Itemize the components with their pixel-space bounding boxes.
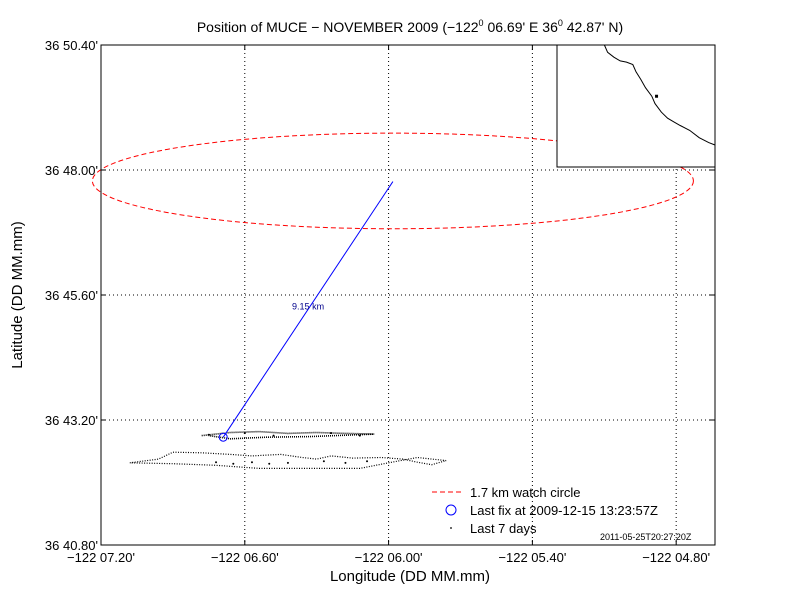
track-layer: [129, 430, 447, 469]
track-point: [243, 432, 246, 435]
watch-circle-layer: [91, 132, 694, 230]
track-point: [207, 433, 210, 436]
last-fix-marker: [218, 432, 228, 442]
track-point: [268, 462, 271, 465]
y-tick-label: 36 50.40': [45, 38, 98, 53]
x-tick-label: −122 05.40': [498, 550, 566, 565]
track-point: [322, 460, 325, 463]
y-tick-label: 36 48.00': [45, 163, 98, 178]
track-lower-loop: [129, 451, 447, 469]
track-point: [366, 460, 369, 463]
y-tick-label: 36 40.80': [45, 538, 98, 553]
track-point: [250, 461, 253, 464]
x-axis-label: Longitude (DD MM.mm): [330, 568, 490, 585]
axis-ticks: −122 07.20' −122 06.60' −122 06.00' −122 05…: [45, 38, 715, 565]
x-tick-label: −122 07.20': [67, 550, 135, 565]
track-point: [358, 434, 361, 437]
inset-location-marker: [655, 94, 659, 98]
legend-last-fix-marker: [445, 504, 457, 516]
timestamp: 2011-05-25T20:27:20Z: [600, 532, 692, 542]
track-point: [232, 462, 235, 465]
chart-title: Position of MUCE − NOVEMBER 2009 (−1220 …: [197, 18, 623, 35]
distance-line: [222, 181, 394, 438]
legend-last-fix-label: Last fix at 2009-12-15 13:23:57Z: [470, 503, 658, 518]
track-point: [272, 434, 275, 437]
track-point: [330, 432, 333, 435]
grid-lines: [101, 45, 715, 545]
y-axis-label: Latitude (DD MM.mm): [9, 221, 26, 369]
inset-map: [556, 44, 716, 168]
legend-track-marker: [450, 527, 452, 529]
track-upper-loop: [201, 430, 375, 440]
track-point: [215, 461, 218, 464]
x-tick-label: −122 04.80': [642, 550, 710, 565]
watch-circle: [91, 132, 694, 230]
y-tick-label: 36 45.60': [45, 288, 98, 303]
legend-track-label: Last 7 days: [470, 521, 537, 536]
x-tick-label: −122 06.60': [211, 550, 279, 565]
legend: 1.7 km watch circle Last fix at 2009-12-…: [432, 485, 658, 536]
inset-coastline: [603, 44, 716, 146]
track-point: [344, 461, 347, 464]
track-point: [286, 461, 289, 464]
distance-label: 9.15 km: [292, 301, 324, 311]
last-fix-layer: 9.15 km: [218, 181, 394, 442]
legend-watch-circle-label: 1.7 km watch circle: [470, 485, 581, 500]
x-tick-label: −122 06.00': [355, 550, 423, 565]
y-tick-label: 36 43.20': [45, 413, 98, 428]
